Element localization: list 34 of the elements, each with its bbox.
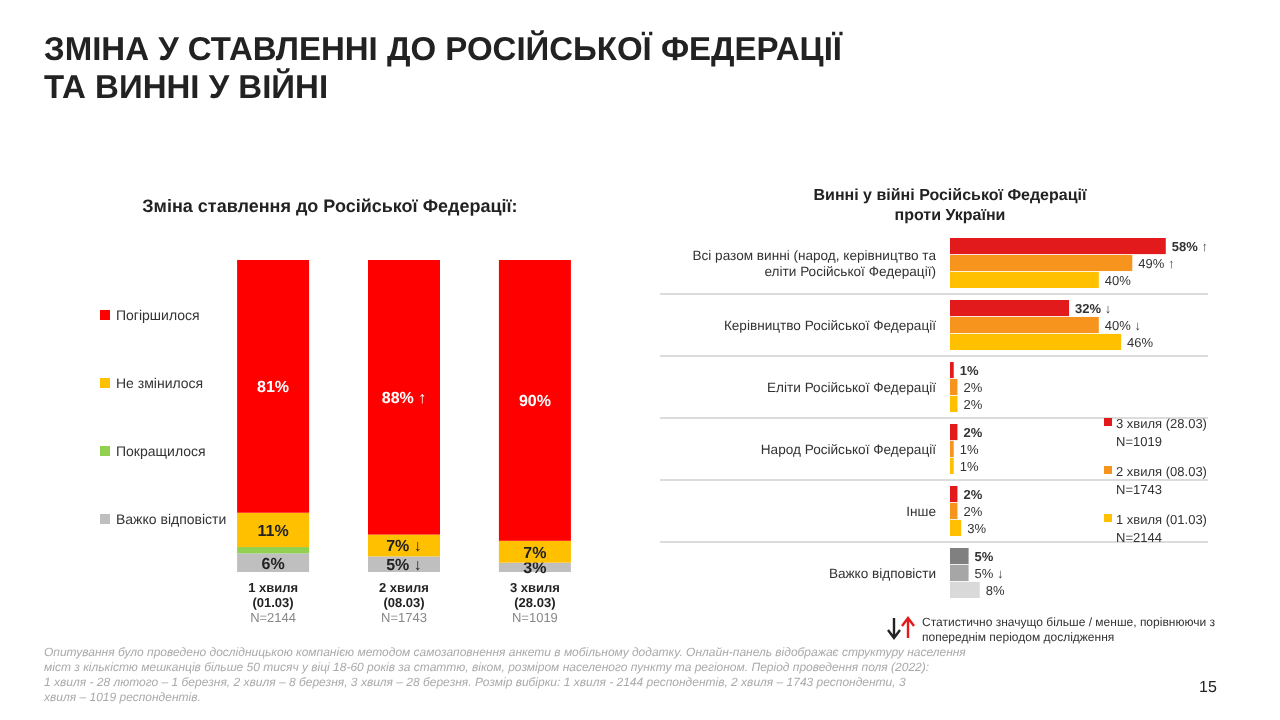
bar	[950, 238, 1166, 255]
bar	[950, 333, 1122, 350]
data-label: 7%	[523, 543, 547, 562]
bar	[950, 271, 1099, 288]
data-label: 7% ↓	[386, 537, 422, 556]
chart-subtitle: Зміна ставлення до Російської Федерації:	[142, 196, 518, 216]
bar	[950, 378, 958, 396]
bar	[950, 395, 958, 412]
bar	[950, 300, 1070, 317]
bar	[950, 581, 980, 598]
bar	[950, 316, 1099, 334]
bar	[950, 502, 958, 520]
data-label: 3%	[523, 559, 547, 578]
data-label: 11%	[257, 521, 289, 540]
bar	[237, 260, 310, 513]
text: 15	[1199, 678, 1218, 696]
data-label: 6%	[261, 554, 285, 573]
bar	[368, 260, 440, 535]
bar	[950, 254, 1133, 272]
data-label: 5% ↓	[386, 556, 422, 575]
bar	[950, 548, 969, 565]
bar	[237, 547, 310, 554]
bar	[950, 564, 969, 582]
bar	[950, 486, 958, 503]
chart-title: ЗМІНА У СТАВЛЕННІ ДО РОСІЙСЬКОЇ ФЕДЕРАЦІЇ ТА ВИННІ У ВІЙНІ	[44, 30, 843, 106]
data-label: 88% ↑	[381, 389, 427, 408]
bar	[950, 519, 962, 536]
bar	[498, 540, 571, 563]
chart-title: Винні у війні Російської Федерації проти України	[813, 186, 1088, 224]
data-label: 90%	[518, 392, 551, 411]
bar	[950, 424, 958, 441]
bar	[498, 260, 571, 541]
bar	[237, 512, 310, 548]
data-label: 81%	[257, 378, 290, 397]
